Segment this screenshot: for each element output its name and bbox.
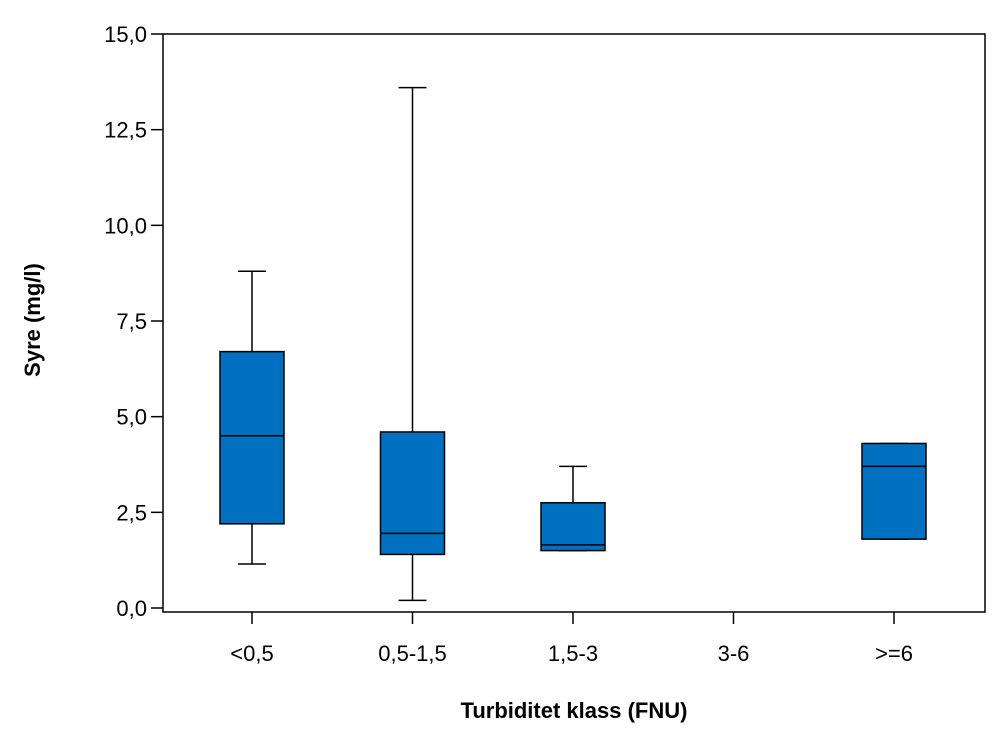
x-tick-label: 3-6 [718, 641, 750, 666]
box-iqr [219, 350, 285, 525]
x-tick-label: 1,5-3 [548, 641, 598, 666]
y-axis-title: Syre (mg/l) [20, 263, 45, 377]
box-4 [861, 442, 927, 540]
x-axis-title: Turbiditet klass (FNU) [461, 698, 688, 723]
box-2 [540, 465, 606, 552]
y-tick-label: 2,5 [116, 500, 147, 525]
x-axis: <0,5 0,5-1,5 1,5-3 3-6 >=6 [230, 612, 913, 666]
box-iqr [540, 502, 606, 552]
y-axis: 0,0 2,5 5,0 7,5 10,0 12,5 15,0 [104, 22, 163, 621]
boxes [219, 86, 927, 602]
box-iqr [861, 442, 927, 540]
box-1 [379, 86, 446, 602]
plot-frame [162, 33, 986, 613]
y-tick-label: 10,0 [104, 213, 147, 238]
y-tick-label: 12,5 [104, 118, 147, 143]
y-tick-label: 5,0 [116, 405, 147, 430]
y-tick-label: 15,0 [104, 22, 147, 47]
y-tick-label: 0,0 [116, 596, 147, 621]
x-tick-label: 0,5-1,5 [378, 641, 447, 666]
x-tick-label: >=6 [875, 641, 913, 666]
y-tick-label: 7,5 [116, 309, 147, 334]
box-iqr [379, 431, 446, 556]
x-tick-label: <0,5 [230, 641, 273, 666]
box-0 [219, 270, 285, 565]
